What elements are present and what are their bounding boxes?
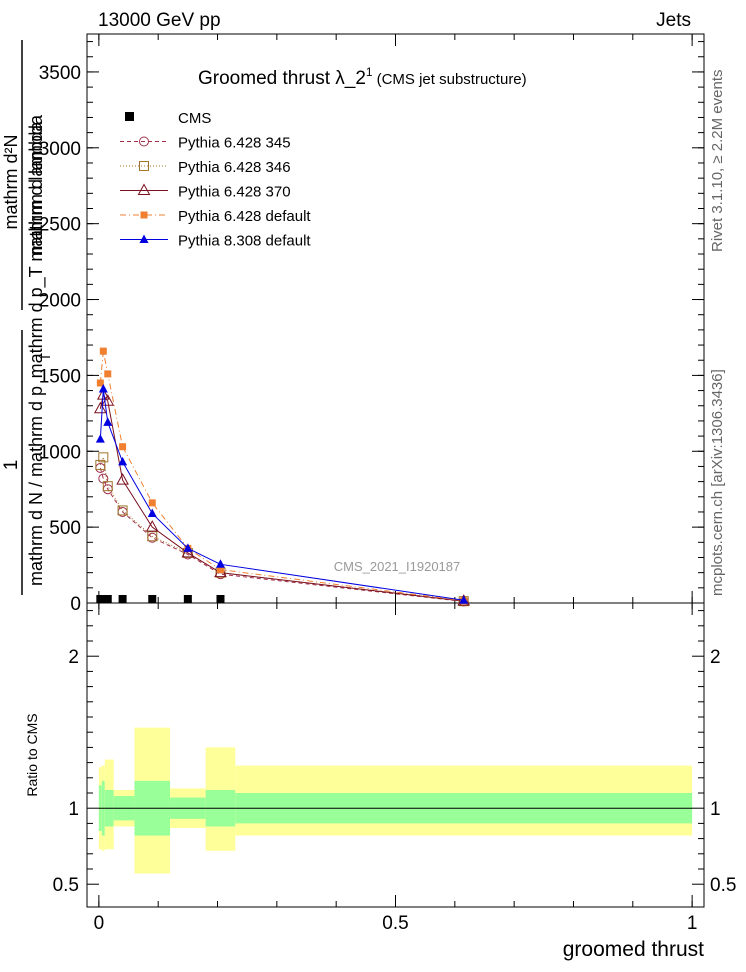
mcplots-note: mcplots.cern.ch [arXiv:1306.3436] [709,369,726,596]
y-axis-label-dn-dp: mathrm d N / mathrm d p [26,386,46,586]
series-point-3 [94,401,107,414]
ratio-y-tick-label: 2 [68,647,79,668]
cms-data-point [216,595,225,603]
legend-marker [137,183,151,195]
series-point-2 [117,505,128,516]
header-left-title: 13000 GeV pp [98,10,221,31]
legend-swatch [125,112,134,121]
series-point-5 [95,434,105,443]
y-tick-label: 0 [70,594,81,615]
series-point-4 [119,443,127,451]
series-point-2 [95,459,106,470]
legend-label: Pythia 6.428 370 [178,184,291,201]
legend-marker [140,211,148,219]
ratio-y-tick-label-right: 2 [710,647,721,668]
y-tick-label: 3000 [39,139,81,160]
series-point-5 [98,384,108,393]
series-point-5 [118,456,128,466]
series-line-1 [99,467,464,602]
series-point-4 [99,347,107,355]
y-axis-label-subscript: T [38,353,53,361]
cms-data-point [99,595,108,603]
chart-title-superscript: 1 [366,65,373,79]
legend-marker [139,161,149,171]
series-point-5 [103,417,113,426]
ratio-y-axis-label: Ratio to CMS [24,713,40,796]
rivet-note: Rivet 3.1.10, ≥ 2.2M events [709,70,726,253]
y-tick-label: 2500 [39,215,81,236]
ratio-y-tick-label-right: 0.5 [710,875,736,896]
series-point-4 [216,566,224,574]
series-point-2 [98,452,109,463]
x-tick-label: 0 [94,913,105,934]
series-point-5 [459,595,469,604]
series-layer [94,347,471,607]
series-point-3 [96,388,110,400]
legend-entry-3: Pythia 6.428 370 [120,183,291,201]
x-tick-label: 1 [687,913,698,934]
y-axis-label-d2n: mathrm d²N [1,134,21,229]
y-axis-label-dpt-dlambda: mathrm d p_T mathrm d lambda [26,121,47,379]
y-axis-label: 1 mathrm d N / mathrm d p mathrm d lambd… [1,40,53,595]
ratio-bands [98,727,693,874]
cms-data-point [183,595,192,603]
series-point-4 [104,370,112,378]
x-tick-label: 0.5 [382,913,408,934]
legend-label: CMS [178,110,211,127]
series-0 [96,595,225,603]
y-axis-label-numerator: 1 [1,460,22,471]
ratio-y-tick-label: 0.5 [53,875,79,896]
series-point-5 [147,508,157,517]
series-2 [95,452,469,607]
y-axis-label-dlambda: mathrm d lambda [26,114,46,255]
series-point-4 [96,379,104,387]
y-tick-label: 2000 [39,291,81,312]
legend-label: Pythia 6.428 default [178,208,311,225]
analysis-label: CMS_2021_I1920187 [334,559,461,574]
legend-label: Pythia 6.428 346 [178,159,291,176]
chart-title-suffix: (CMS jet substructure) [377,71,527,88]
legend: CMS Pythia 6.428 345 Pythia 6.428 346 Pythi… [120,110,311,250]
y-tick-label: 500 [49,518,81,539]
legend-entry-0: CMS [125,110,211,127]
chart-title: Groomed thrust λ_21 (CMS jet substructure… [198,65,527,89]
axis-ticks: 0 0.5 1 0 500 1000 1500 2000 2500 3000 3500 0.5 0.5 1… [39,34,736,934]
chart-title-main: Groomed thrust λ_2 [198,68,366,89]
legend-entry-5: Pythia 8.308 default [120,233,311,250]
cms-data-point [148,595,157,603]
legend-marker [139,136,149,147]
series-line-5 [99,388,464,601]
y-tick-label: 1500 [39,366,81,387]
ratio-y-tick-label: 1 [68,799,79,820]
series-point-2 [102,481,113,492]
legend-label: Pythia 8.308 default [178,233,311,250]
legend-marker [139,234,149,243]
series-5 [95,384,469,604]
series-point-2 [147,531,158,542]
series-point-4 [148,499,156,507]
cms-data-point [103,595,112,603]
legend-entry-4: Pythia 6.428 default [120,208,311,225]
legend-entry-2: Pythia 6.428 346 [120,159,291,176]
ratio-plot-frame [86,602,705,908]
series-point-3 [145,520,159,532]
series-line-4 [99,351,464,602]
cms-data-point [118,595,127,603]
series-point-5 [183,543,193,552]
y-tick-label: 3500 [39,63,81,84]
y-tick-label: 1000 [39,442,81,463]
legend-label: Pythia 6.428 345 [178,135,291,152]
x-axis-label: groomed thrust [563,938,704,961]
series-point-3 [116,473,129,485]
header-right-title: Jets [656,10,691,31]
series-point-5 [215,559,225,568]
ratio-y-tick-label-right: 1 [710,799,721,820]
series-point-3 [181,545,195,558]
series-1 [95,462,469,607]
legend-entry-1: Pythia 6.428 345 [120,135,291,152]
